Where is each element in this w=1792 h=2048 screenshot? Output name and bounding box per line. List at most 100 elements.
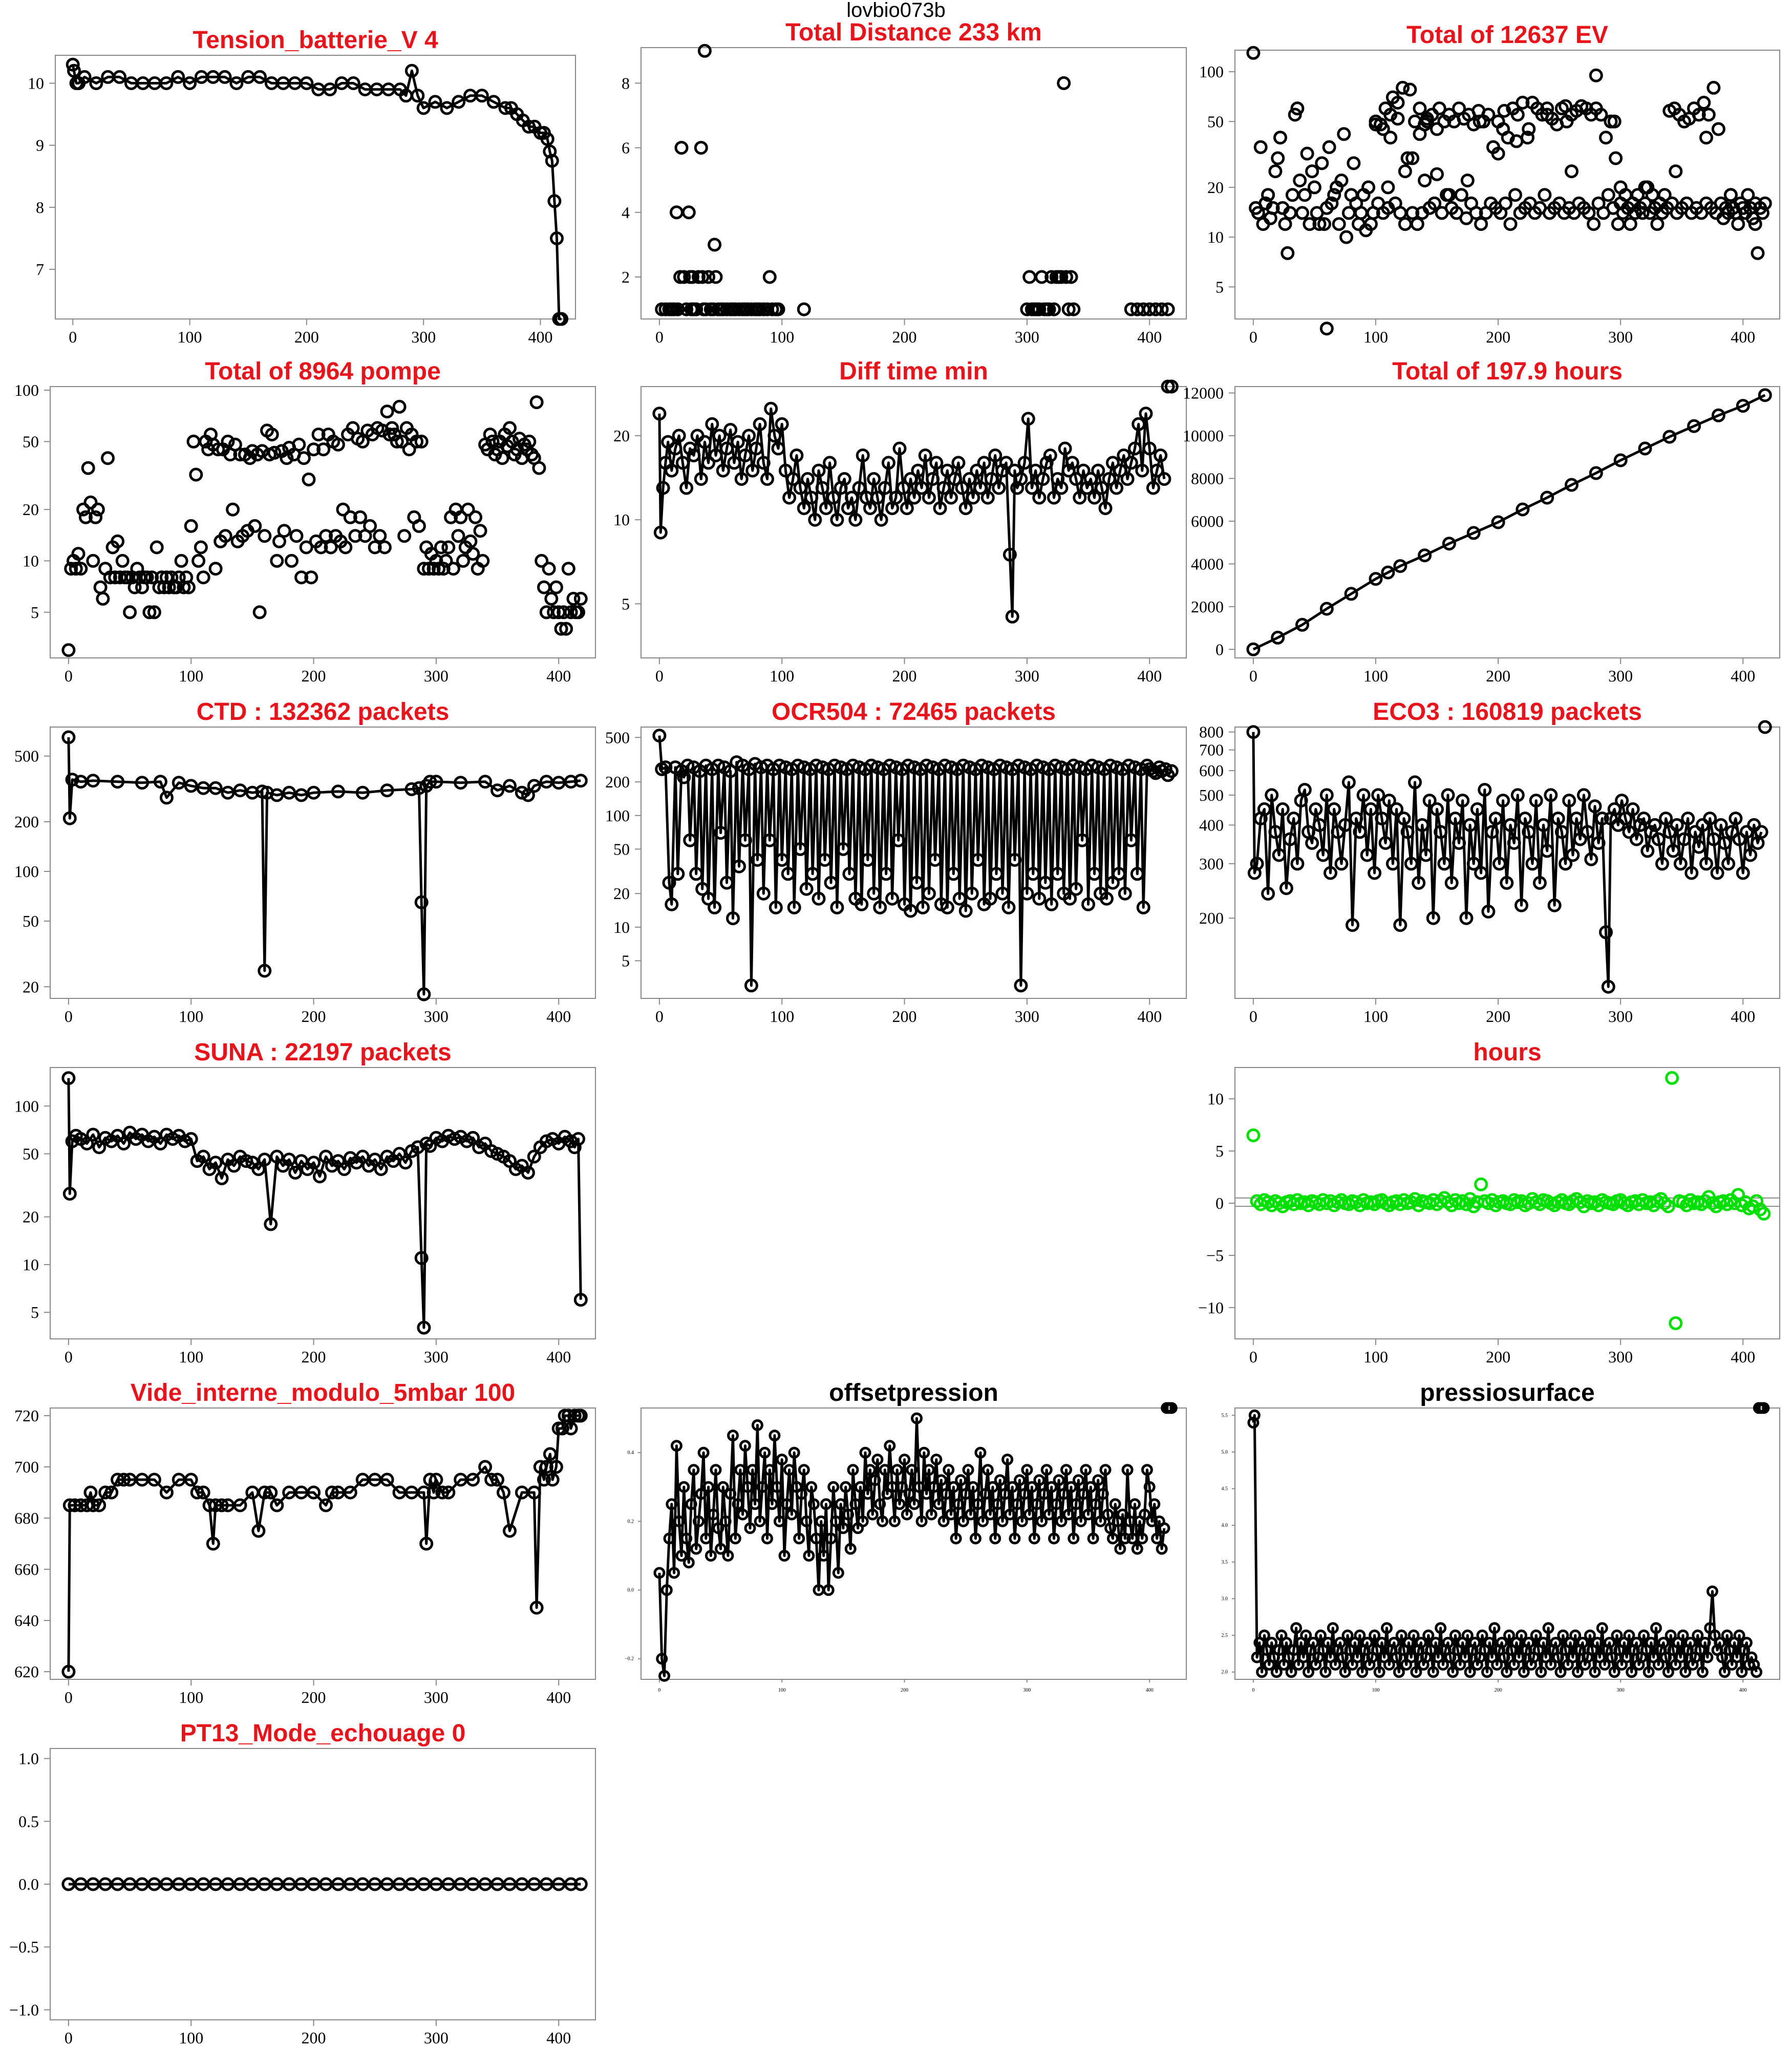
data-point — [1510, 788, 1525, 802]
y-tick-label: 620 — [14, 1662, 39, 1681]
data-point — [1666, 844, 1680, 858]
data-point — [901, 1508, 913, 1521]
data-point — [289, 529, 304, 543]
data-point — [810, 1532, 822, 1545]
data-point — [554, 622, 568, 636]
data-point — [1721, 857, 1736, 871]
y-tick-label: 200 — [14, 813, 39, 831]
data-point — [1309, 802, 1323, 816]
data-point — [1295, 617, 1309, 632]
x-tick-label: 100 — [778, 1688, 786, 1693]
data-point — [1723, 188, 1738, 202]
chart-title: Tension_batterie_V 4 — [193, 27, 438, 54]
data-point — [1395, 1629, 1407, 1641]
y-tick-label: 720 — [14, 1406, 39, 1425]
data-point — [1070, 1498, 1082, 1510]
data-point — [785, 1508, 798, 1521]
x-tick-label: 300 — [1023, 1688, 1031, 1693]
data-point — [670, 1440, 682, 1452]
x-tick-label: 100 — [178, 328, 202, 346]
data-point — [1699, 1636, 1711, 1649]
data-point — [918, 1446, 930, 1459]
data-point — [712, 429, 727, 443]
data-point — [1559, 99, 1573, 113]
data-point — [1047, 302, 1061, 316]
data-point — [402, 442, 416, 457]
data-point — [1488, 812, 1503, 826]
data-point — [1253, 140, 1268, 154]
data-point — [1021, 412, 1035, 426]
data-point — [781, 1498, 793, 1510]
data-point — [1400, 151, 1415, 165]
data-point — [1018, 1488, 1031, 1500]
data-point — [800, 1515, 813, 1527]
data-point — [1611, 1629, 1623, 1641]
y-tick-label: 10 — [23, 1255, 39, 1274]
data-point — [1154, 449, 1168, 462]
data-point — [331, 784, 345, 799]
data-point — [1072, 1474, 1084, 1486]
data-point — [873, 900, 887, 914]
data-point — [229, 76, 244, 90]
chart-difftime: Diff time min 0 100 200 300 400 5 10 20 — [613, 358, 1187, 685]
data-point — [1109, 1498, 1121, 1510]
data-point — [952, 1498, 965, 1510]
data-point — [891, 833, 906, 847]
data-point — [1434, 825, 1448, 839]
data-point — [1717, 836, 1732, 850]
data-point — [844, 1543, 857, 1555]
data-point — [1701, 1651, 1714, 1663]
data-point — [89, 510, 103, 524]
y-tick-label: 2000 — [1191, 598, 1224, 616]
data-point — [1261, 188, 1275, 202]
data-point — [304, 570, 318, 585]
data-point — [1422, 794, 1437, 808]
data-point — [1415, 1636, 1427, 1649]
data-point — [1718, 1666, 1731, 1678]
data-point — [662, 876, 676, 890]
data-point — [974, 758, 989, 773]
data-point — [571, 1132, 585, 1146]
data-point — [1322, 1636, 1334, 1649]
data-point — [89, 76, 103, 90]
data-point — [985, 472, 998, 486]
data-point — [793, 842, 807, 856]
data-point — [737, 1508, 749, 1521]
data-point — [1316, 848, 1330, 862]
data-point — [940, 900, 954, 914]
x-tick-label: 200 — [302, 667, 326, 685]
data-point — [1582, 206, 1596, 220]
data-point — [1376, 122, 1390, 136]
data-point — [1075, 833, 1090, 847]
y-tick-label: 20 — [613, 884, 630, 903]
data-point — [454, 510, 468, 524]
data-point — [671, 867, 685, 881]
data-point — [307, 1485, 321, 1500]
data-point — [1351, 1651, 1363, 1663]
data-point — [913, 1481, 925, 1493]
data-point — [1023, 1508, 1036, 1521]
data-point — [771, 1481, 783, 1493]
data-point — [933, 501, 947, 516]
data-point — [226, 502, 240, 517]
data-point — [790, 449, 804, 462]
chart-title: PT13_Mode_echouage 0 — [180, 1720, 466, 1747]
data-point — [545, 154, 559, 168]
data-point — [436, 562, 451, 576]
data-point — [1481, 1666, 1493, 1678]
data-point — [935, 1474, 947, 1486]
data-point — [1324, 866, 1337, 880]
data-point — [196, 1149, 210, 1164]
data-point — [723, 764, 738, 778]
series-line — [71, 64, 562, 321]
data-point — [1271, 151, 1285, 165]
y-tick-label: 640 — [14, 1611, 39, 1630]
data-point — [697, 435, 712, 449]
data-point — [766, 1498, 778, 1510]
data-point — [191, 553, 206, 568]
data-point — [686, 270, 699, 284]
data-point — [1300, 146, 1314, 161]
data-point — [652, 407, 667, 421]
data-point — [1554, 1666, 1567, 1678]
data-point — [826, 490, 841, 505]
